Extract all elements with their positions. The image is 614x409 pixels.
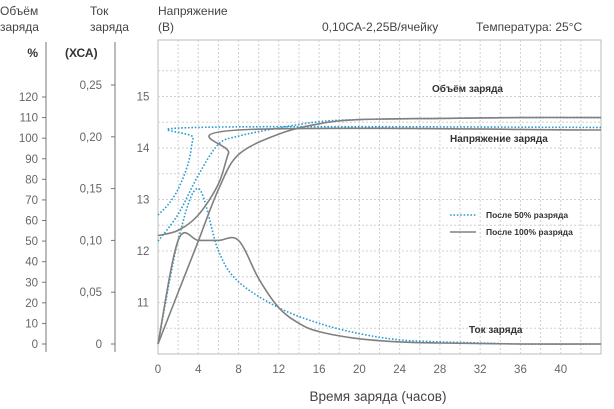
- current-tick-label: 0,25: [80, 80, 102, 92]
- current-tick-label: 0,10: [80, 235, 102, 247]
- x-tick-label: 24: [393, 364, 406, 376]
- x-tick-label: 28: [434, 364, 447, 376]
- capacity-tick-label: 100: [19, 133, 38, 145]
- capacity-tick-label: 90: [25, 154, 38, 166]
- series-current-after-50: [157, 187, 602, 345]
- capacity-tick-label: 40: [25, 257, 38, 269]
- annotation-current: Ток заряда: [469, 325, 523, 336]
- capacity-tick-label: 110: [20, 113, 38, 125]
- current-tick-label: 0,20: [80, 132, 102, 144]
- voltage-tick-label: 12: [137, 246, 150, 258]
- voltage-tick-label: 15: [137, 92, 150, 104]
- x-tick-label: 16: [313, 364, 326, 376]
- axis-ticks: 0 4 8 12 16 20 24 28 32 36 40 0 10 20 30 40 50 60 70 80 90 10…: [19, 80, 567, 376]
- current-axis-title-line1: Ток: [90, 4, 109, 18]
- voltage-axis-title-line1: Напряжение: [158, 4, 228, 18]
- x-tick-label: 8: [235, 364, 241, 376]
- x-tick-label: 20: [353, 364, 366, 376]
- x-tick-label: 32: [474, 364, 487, 376]
- current-tick-label: 0,05: [80, 287, 102, 299]
- capacity-axis-title-line2: заряда: [0, 20, 39, 34]
- series-voltage-after-50: [157, 125, 602, 216]
- legend-label-100: После 100% разряда: [486, 227, 573, 237]
- legend: После 50% разряда После 100% разряда: [450, 210, 573, 237]
- legend-label-50: После 50% разряда: [486, 210, 568, 220]
- x-tick-label: 0: [155, 364, 161, 376]
- voltage-tick-label: 13: [137, 195, 150, 207]
- series-voltage-after-100: [157, 127, 602, 237]
- series-lines: [157, 116, 602, 345]
- capacity-tick-label: 10: [25, 318, 38, 330]
- capacity-tick-label: 0: [32, 339, 38, 351]
- x-tick-label: 36: [514, 364, 527, 376]
- capacity-tick-label: 50: [25, 236, 38, 248]
- capacity-unit: %: [27, 46, 38, 60]
- current-tick-label: 0,15: [80, 184, 102, 196]
- current-unit: (ХСА): [65, 46, 98, 60]
- capacity-axis-title-line1: Объём: [0, 4, 38, 18]
- current-tick-label: 0: [96, 339, 102, 351]
- capacity-tick-label: 80: [25, 174, 38, 186]
- current-axis-title-line2: заряда: [90, 20, 129, 34]
- x-tick-label: 12: [272, 364, 285, 376]
- capacity-tick-label: 70: [25, 195, 38, 207]
- temperature-label: Температура: 25°C: [476, 20, 582, 34]
- annotation-voltage: Напряжение заряда: [450, 134, 548, 145]
- capacity-tick-label: 30: [25, 277, 38, 289]
- voltage-tick-label: 14: [137, 143, 150, 155]
- capacity-tick-label: 20: [25, 298, 38, 310]
- voltage-axis-title-line2: (В): [158, 20, 174, 34]
- capacity-tick-label: 120: [19, 92, 38, 104]
- x-axis-title: Время заряда (часов): [310, 389, 447, 404]
- capacity-tick-label: 60: [25, 216, 38, 228]
- series-current-after-100: [157, 232, 602, 345]
- charge-condition: 0,10CA-2,25В/ячейку: [322, 20, 438, 34]
- x-tick-label: 40: [554, 364, 567, 376]
- grid: [158, 40, 601, 354]
- voltage-tick-label: 11: [137, 298, 149, 310]
- annotation-capacity: Объём заряда: [432, 83, 503, 95]
- series-capacity-after-100: [157, 116, 602, 345]
- x-tick-label: 4: [195, 364, 202, 376]
